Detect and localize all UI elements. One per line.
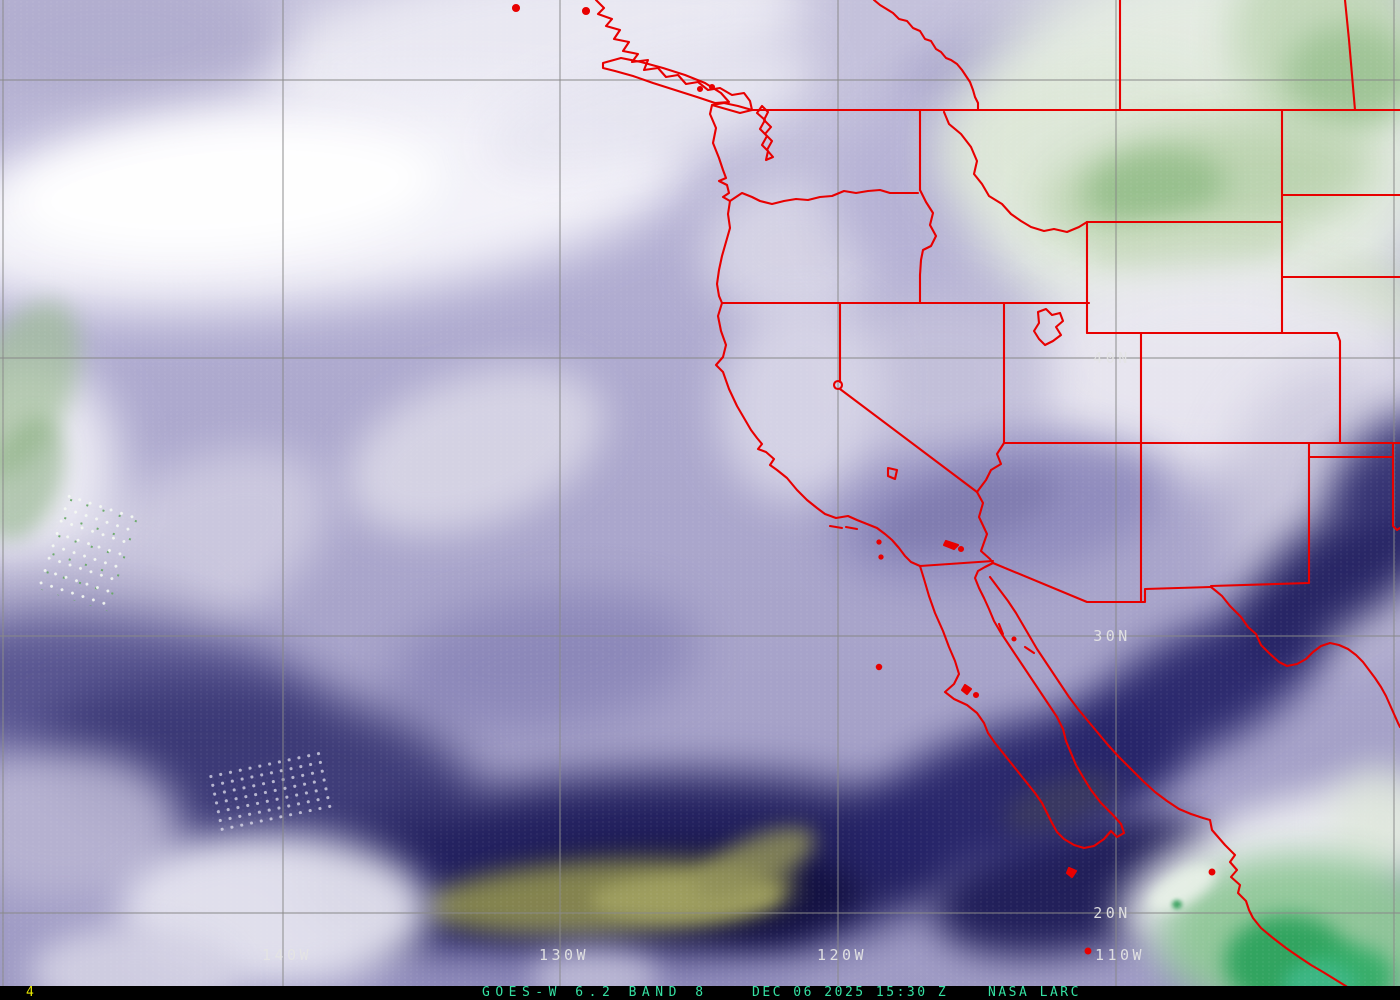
rio-grande-border <box>1209 585 1400 729</box>
wyoming-south-border <box>1085 331 1342 445</box>
arizona-mexico-border <box>991 561 1213 604</box>
latitude-label: 30N <box>1093 627 1131 645</box>
product-label: GOES-W 6.2 BAND 8 <box>482 985 709 1000</box>
longitude-label: 110W <box>1095 946 1145 964</box>
longitude-label: 120W <box>817 946 867 964</box>
colorado-river-border <box>975 490 995 565</box>
latitude-label: 40N <box>1093 349 1131 367</box>
strait-islet <box>696 85 704 93</box>
bc-islet <box>581 6 591 16</box>
lake-tahoe <box>832 379 844 391</box>
islands <box>511 3 1216 955</box>
saskatchewan-manitoba-border <box>1343 0 1357 112</box>
bc-coastline <box>594 0 754 112</box>
pacific-islet <box>1208 868 1216 876</box>
nevada-arizona-river-border <box>975 441 1006 494</box>
status-bar: 4 GOES-W 6.2 BAND 8 DEC 06 2025 15:30 Z … <box>0 986 1400 1000</box>
longitude-label: 130W <box>539 946 589 964</box>
sonora-sinaloa-coastline <box>988 575 1369 1000</box>
guadalupe-island <box>875 663 883 671</box>
california-coastline <box>714 301 922 568</box>
baja-california-coastline <box>918 561 1126 850</box>
puget-sound-coastline <box>755 104 775 162</box>
california-nevada-border <box>838 301 979 494</box>
channel-island <box>844 525 859 531</box>
bc-islet <box>511 3 521 13</box>
catalina-island <box>942 539 960 551</box>
channel-island <box>828 524 844 530</box>
baja-islet <box>972 691 980 699</box>
longitude-label: 140W <box>262 946 312 964</box>
credit-label: NASA LARC <box>988 985 1081 1000</box>
snake-river-border <box>918 188 938 305</box>
pacific-islet <box>1084 947 1092 955</box>
gulf-island <box>1023 645 1036 655</box>
owens-lake <box>886 466 899 481</box>
bc-alberta-border <box>872 0 980 112</box>
strait-islet <box>708 83 716 91</box>
oregon-coastline <box>715 199 732 305</box>
cedros-island <box>960 683 973 696</box>
great-salt-lake <box>1032 307 1065 347</box>
idaho-montana-border <box>942 110 1089 234</box>
oklahoma-texas-panhandle-border <box>1307 441 1400 532</box>
california-mexico-border <box>918 559 995 568</box>
juan-de-fuca-strait <box>710 103 754 115</box>
grid-labels: 40N 30N 20N 140W 130W 120W 110W <box>262 349 1145 964</box>
latitude-label: 20N <box>1093 904 1131 922</box>
washington-coastline <box>708 101 754 203</box>
islas-marias <box>1065 866 1078 879</box>
texas-newmexico-border <box>1209 441 1311 588</box>
san-clemente-island <box>957 545 965 553</box>
gulf-island <box>997 622 1005 636</box>
frame-number: 4 <box>26 985 34 1000</box>
gulf-island <box>1011 636 1017 642</box>
columbia-river-border <box>728 188 920 206</box>
timestamp-label: DEC 06 2025 15:30 Z <box>752 985 949 1000</box>
map-boundaries <box>511 0 1400 1000</box>
channel-island <box>876 539 882 545</box>
channel-island <box>878 554 884 560</box>
